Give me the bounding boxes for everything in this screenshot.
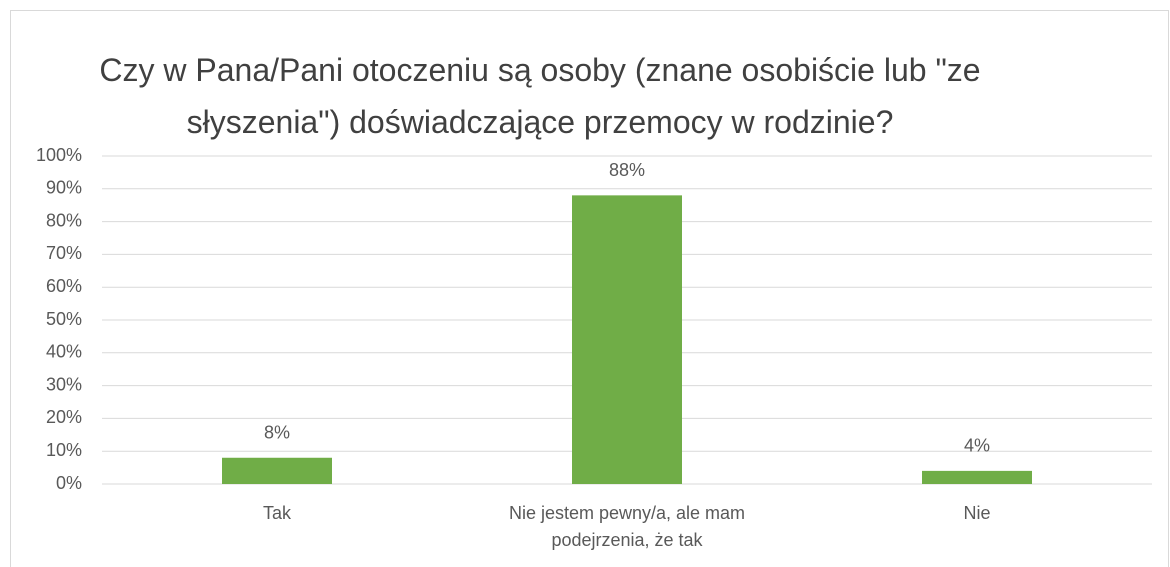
y-tick-label: 50% bbox=[46, 309, 82, 329]
data-label: 88% bbox=[609, 160, 645, 180]
chart-title: Czy w Pana/Pani otoczeniu są osoby (znan… bbox=[99, 52, 981, 140]
bar bbox=[572, 195, 682, 485]
y-tick-label: 0% bbox=[56, 473, 82, 493]
y-tick-label: 10% bbox=[46, 440, 82, 460]
y-tick-label: 30% bbox=[46, 374, 82, 394]
y-tick-label: 90% bbox=[46, 178, 82, 198]
y-tick-label: 100% bbox=[36, 145, 82, 165]
y-tick-label: 70% bbox=[46, 243, 82, 263]
x-tick-label: Tak bbox=[262, 503, 291, 523]
x-tick-label: Nie bbox=[963, 503, 991, 523]
y-tick-label: 40% bbox=[46, 342, 82, 362]
x-tick-label: Nie jestem pewny/a, ale mam podejrzenia,… bbox=[508, 503, 746, 550]
data-label: 4% bbox=[964, 436, 990, 456]
y-tick-label: 60% bbox=[46, 276, 82, 296]
bar bbox=[922, 470, 1032, 484]
data-label: 8% bbox=[264, 423, 290, 443]
y-tick-label: 80% bbox=[46, 210, 82, 230]
bar bbox=[222, 457, 332, 484]
y-tick-label: 20% bbox=[46, 407, 82, 427]
